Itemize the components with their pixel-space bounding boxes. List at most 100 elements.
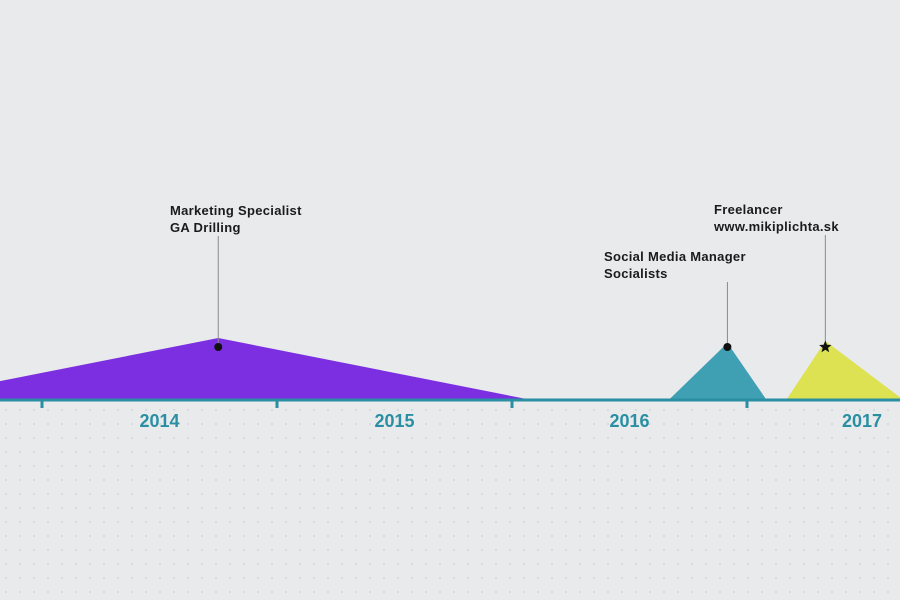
background-dot [33, 423, 35, 425]
background-dot [103, 493, 105, 495]
background-dot [159, 507, 161, 509]
background-dot [747, 423, 749, 425]
background-dot [733, 493, 735, 495]
background-dot [495, 549, 497, 551]
background-dot [47, 577, 49, 579]
background-dot [775, 479, 777, 481]
background-dot [593, 451, 595, 453]
background-dot [327, 535, 329, 537]
background-dot [103, 507, 105, 509]
background-dot [859, 577, 861, 579]
background-dot [719, 521, 721, 523]
background-dot [481, 535, 483, 537]
background-dot [453, 437, 455, 439]
background-dot [635, 577, 637, 579]
background-dot [89, 577, 91, 579]
background-dot [383, 451, 385, 453]
background-dot [593, 465, 595, 467]
background-dot [481, 409, 483, 411]
background-dot [411, 549, 413, 551]
background-dot [327, 493, 329, 495]
background-dot [873, 451, 875, 453]
background-dot [397, 409, 399, 411]
background-dot [495, 409, 497, 411]
background-dot [887, 549, 889, 551]
background-dot [733, 507, 735, 509]
background-dot [453, 563, 455, 565]
background-dot [831, 563, 833, 565]
background-dot [397, 577, 399, 579]
background-dot [19, 549, 21, 551]
background-dot [89, 549, 91, 551]
background-dot [747, 521, 749, 523]
background-dot [635, 451, 637, 453]
background-dot [439, 465, 441, 467]
background-dot [565, 423, 567, 425]
background-dot [579, 493, 581, 495]
background-dot [173, 479, 175, 481]
background-dot [75, 451, 77, 453]
background-dot [103, 479, 105, 481]
background-dot [355, 465, 357, 467]
background-dot [733, 437, 735, 439]
background-dot [173, 577, 175, 579]
year-label: 2017 [842, 411, 882, 431]
background-dot [47, 465, 49, 467]
background-dot [509, 577, 511, 579]
background-dot [495, 577, 497, 579]
background-dot [663, 563, 665, 565]
background-dot [411, 577, 413, 579]
background-dot [551, 563, 553, 565]
background-dot [481, 423, 483, 425]
background-dot [5, 409, 7, 411]
background-dot [761, 591, 763, 593]
background-dot [733, 591, 735, 593]
background-dot [803, 465, 805, 467]
background-dot [75, 549, 77, 551]
background-dot [747, 535, 749, 537]
background-dot [523, 535, 525, 537]
background-dot [201, 563, 203, 565]
background-dot [145, 563, 147, 565]
background-dot [369, 521, 371, 523]
background-dot [523, 507, 525, 509]
background-dot [579, 507, 581, 509]
background-dot [621, 591, 623, 593]
background-dot [187, 507, 189, 509]
background-dot [117, 437, 119, 439]
background-dot [887, 437, 889, 439]
background-dot [537, 437, 539, 439]
background-dot [201, 465, 203, 467]
background-dot [257, 465, 259, 467]
background-dot [509, 493, 511, 495]
year-label: 2016 [609, 411, 649, 431]
background-dot [439, 479, 441, 481]
background-dot [33, 479, 35, 481]
background-dot [285, 507, 287, 509]
background-dot [299, 507, 301, 509]
background-dot [803, 591, 805, 593]
background-dot [103, 437, 105, 439]
background-dot [453, 493, 455, 495]
background-dot [271, 507, 273, 509]
background-dot [761, 549, 763, 551]
background-dot [383, 521, 385, 523]
background-dot [397, 423, 399, 425]
background-dot [327, 409, 329, 411]
background-dot [537, 409, 539, 411]
background-dot [747, 409, 749, 411]
background-dot [845, 521, 847, 523]
background-dot [481, 451, 483, 453]
background-dot [369, 437, 371, 439]
background-dot [719, 423, 721, 425]
background-dot [593, 423, 595, 425]
background-dot [89, 451, 91, 453]
background-dot [89, 591, 91, 593]
background-dot [19, 493, 21, 495]
background-dot [103, 563, 105, 565]
background-dot [5, 591, 7, 593]
background-dot [173, 535, 175, 537]
background-dot [299, 521, 301, 523]
background-dot [117, 563, 119, 565]
